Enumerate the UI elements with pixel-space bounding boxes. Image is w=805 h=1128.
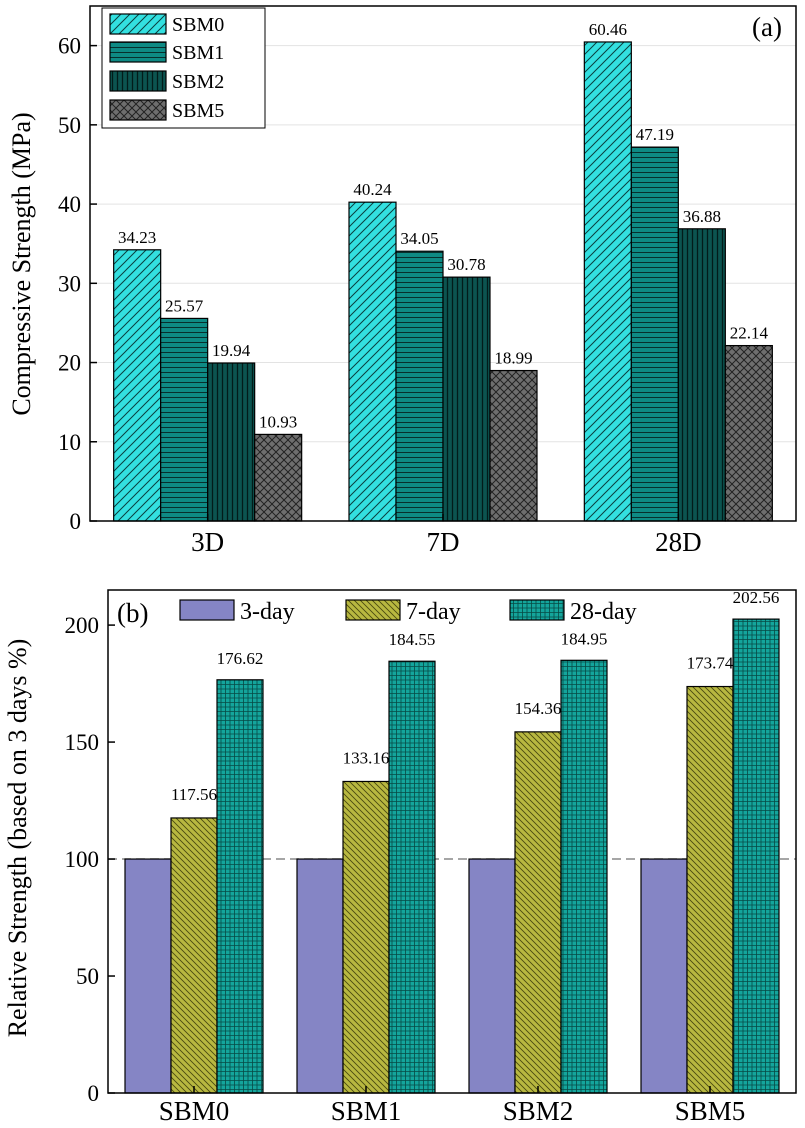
legend-swatch-sbm5 — [109, 99, 167, 121]
bar-sbm1-7d — [395, 250, 444, 522]
x-tick-label: SBM1 — [331, 1096, 402, 1126]
y-axis-title: Relative Strength (based on 3 days %) — [3, 639, 32, 1038]
y-axis-ticks: 0 50 100 150 200 — [65, 613, 115, 1106]
panel-label: (b) — [117, 598, 148, 628]
bars — [124, 618, 780, 1094]
bar-28-day-sbm0 — [216, 679, 264, 1094]
value-label: 176.62 — [217, 649, 264, 668]
value-label: 34.23 — [118, 228, 156, 247]
value-label: 40.24 — [353, 180, 392, 199]
bar-7-day-sbm2 — [514, 731, 562, 1094]
x-tick-label: 3D — [191, 527, 224, 557]
value-label: 154.36 — [515, 699, 562, 718]
x-tick-label: SBM0 — [159, 1096, 230, 1126]
bar-28-day-sbm5 — [732, 618, 780, 1094]
value-label: 173.74 — [687, 654, 734, 673]
bar-3-day-sbm5 — [640, 858, 688, 1094]
chart-panel-a: 34.23 25.57 19.94 10.93 40.24 34.05 30.78 18.99… — [7, 5, 797, 557]
value-label: 202.56 — [733, 588, 780, 607]
plot-frame — [107, 589, 797, 1094]
value-label: 60.46 — [589, 20, 627, 39]
x-axis-ticks: 3D 7D 28D — [191, 514, 702, 557]
y-tick-label: 40 — [58, 192, 81, 217]
bar-sbm1-3d — [160, 317, 209, 522]
bar-sbm2-3d — [207, 362, 256, 522]
bar-28-day-sbm1 — [388, 660, 436, 1094]
legend-swatch-sbm2 — [109, 70, 167, 92]
bars — [113, 41, 773, 522]
y-tick-label: 0 — [88, 1081, 100, 1106]
chart-panel-b: 117.56 176.62 133.16 184.55 154.36 184.95 173.… — [3, 588, 797, 1126]
value-label: 47.19 — [636, 125, 674, 144]
bar-7-day-sbm1 — [342, 780, 390, 1094]
y-tick-label: 30 — [58, 271, 81, 296]
legend-swatch-sbm0 — [109, 13, 167, 35]
bar-28-day-sbm2 — [560, 659, 608, 1094]
legend-label-28-day: 28-day — [570, 599, 637, 625]
bar-sbm5-7d — [489, 369, 538, 522]
bar-7-day-sbm5 — [686, 685, 734, 1094]
bar-sbm0-28d — [583, 41, 632, 522]
y-tick-label: 200 — [65, 613, 100, 638]
y-tick-label: 100 — [65, 847, 100, 872]
legend-label-sbm1: SBM1 — [172, 42, 224, 64]
x-tick-label: SBM2 — [503, 1096, 574, 1126]
y-tick-label: 50 — [58, 113, 81, 138]
bar-sbm0-7d — [348, 201, 397, 522]
legend-label-sbm0: SBM0 — [172, 14, 224, 36]
x-tick-label: SBM5 — [675, 1096, 746, 1126]
value-labels: 34.23 25.57 19.94 10.93 40.24 34.05 30.78 18.99… — [118, 20, 768, 431]
value-label: 18.99 — [494, 349, 532, 368]
value-label: 184.95 — [561, 629, 608, 648]
y-axis-title: Compressive Strength (MPa) — [7, 112, 36, 415]
bar-3-day-sbm0 — [124, 858, 172, 1094]
x-axis-ticks: SBM0 SBM1 SBM2 SBM5 — [159, 1086, 746, 1126]
value-label: 30.78 — [447, 255, 485, 274]
legend-swatch-28-day — [509, 599, 565, 621]
legend-swatch-7-day — [345, 599, 401, 621]
value-label: 117.56 — [171, 785, 217, 804]
bar-sbm0-3d — [113, 249, 162, 522]
legend-label-7-day: 7-day — [406, 599, 461, 625]
value-label: 19.94 — [212, 341, 251, 360]
legend-label-sbm5: SBM5 — [172, 100, 224, 122]
y-axis-ticks: 0 10 20 30 40 50 60 — [58, 34, 97, 534]
bar-sbm5-3d — [254, 433, 303, 522]
value-label: 36.88 — [683, 207, 721, 226]
bar-3-day-sbm2 — [468, 858, 516, 1094]
y-tick-label: 0 — [70, 509, 82, 534]
value-label: 22.14 — [730, 324, 769, 343]
y-tick-label: 20 — [58, 351, 81, 376]
x-tick-label: 28D — [655, 527, 702, 557]
bar-sbm1-28d — [630, 146, 679, 522]
value-label: 34.05 — [400, 229, 438, 248]
legend: SBM0 SBM1 SBM2 SBM5 — [101, 7, 266, 129]
legend-label-sbm2: SBM2 — [172, 71, 224, 93]
bar-3-day-sbm1 — [296, 858, 344, 1094]
bar-sbm2-28d — [677, 228, 726, 522]
value-label: 184.55 — [389, 630, 436, 649]
panel-label: (a) — [752, 12, 782, 42]
value-label: 25.57 — [165, 296, 204, 315]
bar-sbm2-7d — [442, 276, 491, 522]
bar-sbm5-28d — [724, 344, 773, 522]
value-label: 10.93 — [259, 412, 297, 431]
y-tick-label: 10 — [58, 430, 81, 455]
value-label: 133.16 — [343, 748, 390, 767]
x-tick-label: 7D — [427, 527, 460, 557]
legend: 3-day 7-day 28-day — [179, 599, 637, 625]
bar-7-day-sbm0 — [170, 817, 218, 1094]
y-tick-label: 60 — [58, 34, 81, 59]
y-tick-label: 50 — [76, 964, 99, 989]
legend-label-3-day: 3-day — [240, 599, 295, 625]
value-labels: 117.56 176.62 133.16 184.55 154.36 184.95 173.… — [171, 588, 779, 804]
legend-swatch-sbm1 — [109, 41, 167, 63]
y-tick-label: 150 — [65, 730, 100, 755]
legend-swatch-3-day — [179, 599, 235, 621]
